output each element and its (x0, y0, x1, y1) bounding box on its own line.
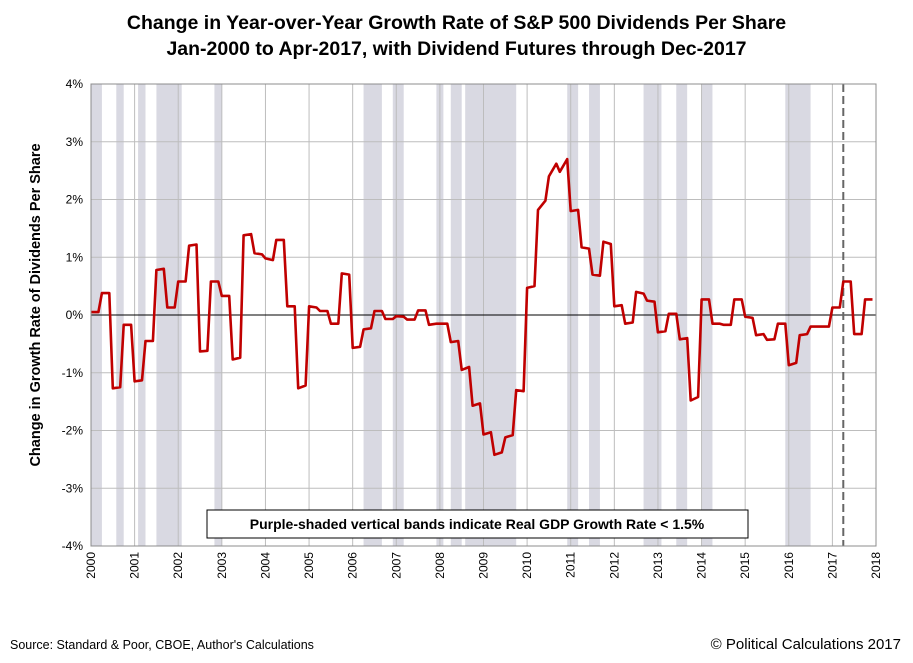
copyright-note: © Political Calculations 2017 (710, 636, 901, 653)
y-tick-label-1: 3% (66, 135, 84, 149)
y-tick-label-2: 2% (66, 193, 84, 207)
x-axis-ticks: 2000 2001 2002 2003 2004 2005 2006 2007 2008 2009… (84, 552, 883, 579)
dividend-growth-change-line (91, 157, 873, 457)
x-tick-label-18: 2018 (869, 552, 883, 579)
annotation-box-border (206, 509, 749, 539)
y-tick-label-8: -4% (62, 539, 84, 553)
annotation-text: Purple-shaded vertical bands indicate Re… (250, 516, 705, 532)
x-tick-label-3: 2003 (215, 552, 229, 579)
y-axis-label: Change in Growth Rate of Dividends Per S… (28, 143, 44, 466)
x-tick-label-17: 2017 (825, 552, 839, 579)
x-tick-label-14: 2014 (695, 552, 709, 579)
x-tick-label-10: 2010 (520, 552, 534, 579)
x-tick-label-15: 2015 (738, 552, 752, 579)
y-tick-label-3: 1% (66, 250, 84, 264)
source-note: Source: Standard & Poor, CBOE, Author's … (10, 638, 314, 652)
y-tick-label-7: -3% (62, 481, 84, 495)
y-axis-ticks: 4% 3% 2% 1% 0% -1% -2% -3% -4% (62, 77, 84, 553)
y-tick-label-4: 0% (66, 308, 84, 322)
chart-subtitle: Jan-2000 to Apr-2017, with Dividend Futu… (166, 38, 747, 60)
x-tick-label-1: 2001 (128, 552, 142, 579)
x-tick-label-0: 2000 (84, 552, 98, 579)
x-tick-label-7: 2007 (389, 552, 403, 579)
x-tick-label-16: 2016 (782, 552, 796, 579)
x-tick-label-4: 2004 (258, 552, 272, 579)
x-tick-label-5: 2005 (302, 552, 316, 579)
x-tick-label-11: 2011 (564, 552, 578, 578)
x-tick-label-13: 2013 (651, 552, 665, 579)
plot-area-frame (90, 83, 877, 547)
chart-title: Change in Year-over-Year Growth Rate of … (126, 12, 787, 34)
x-tick-label-6: 2006 (346, 552, 360, 579)
y-tick-label-0: 4% (66, 77, 84, 91)
annotation-box: Purple-shaded vertical bands indicate Re… (206, 509, 749, 539)
x-tick-label-9: 2009 (477, 552, 491, 579)
x-tick-label-2: 2002 (171, 552, 185, 579)
y-tick-label-5: -1% (62, 366, 84, 380)
x-tick-label-8: 2008 (433, 552, 447, 579)
x-tick-label-12: 2012 (607, 552, 621, 579)
y-tick-label-6: -2% (62, 424, 84, 438)
